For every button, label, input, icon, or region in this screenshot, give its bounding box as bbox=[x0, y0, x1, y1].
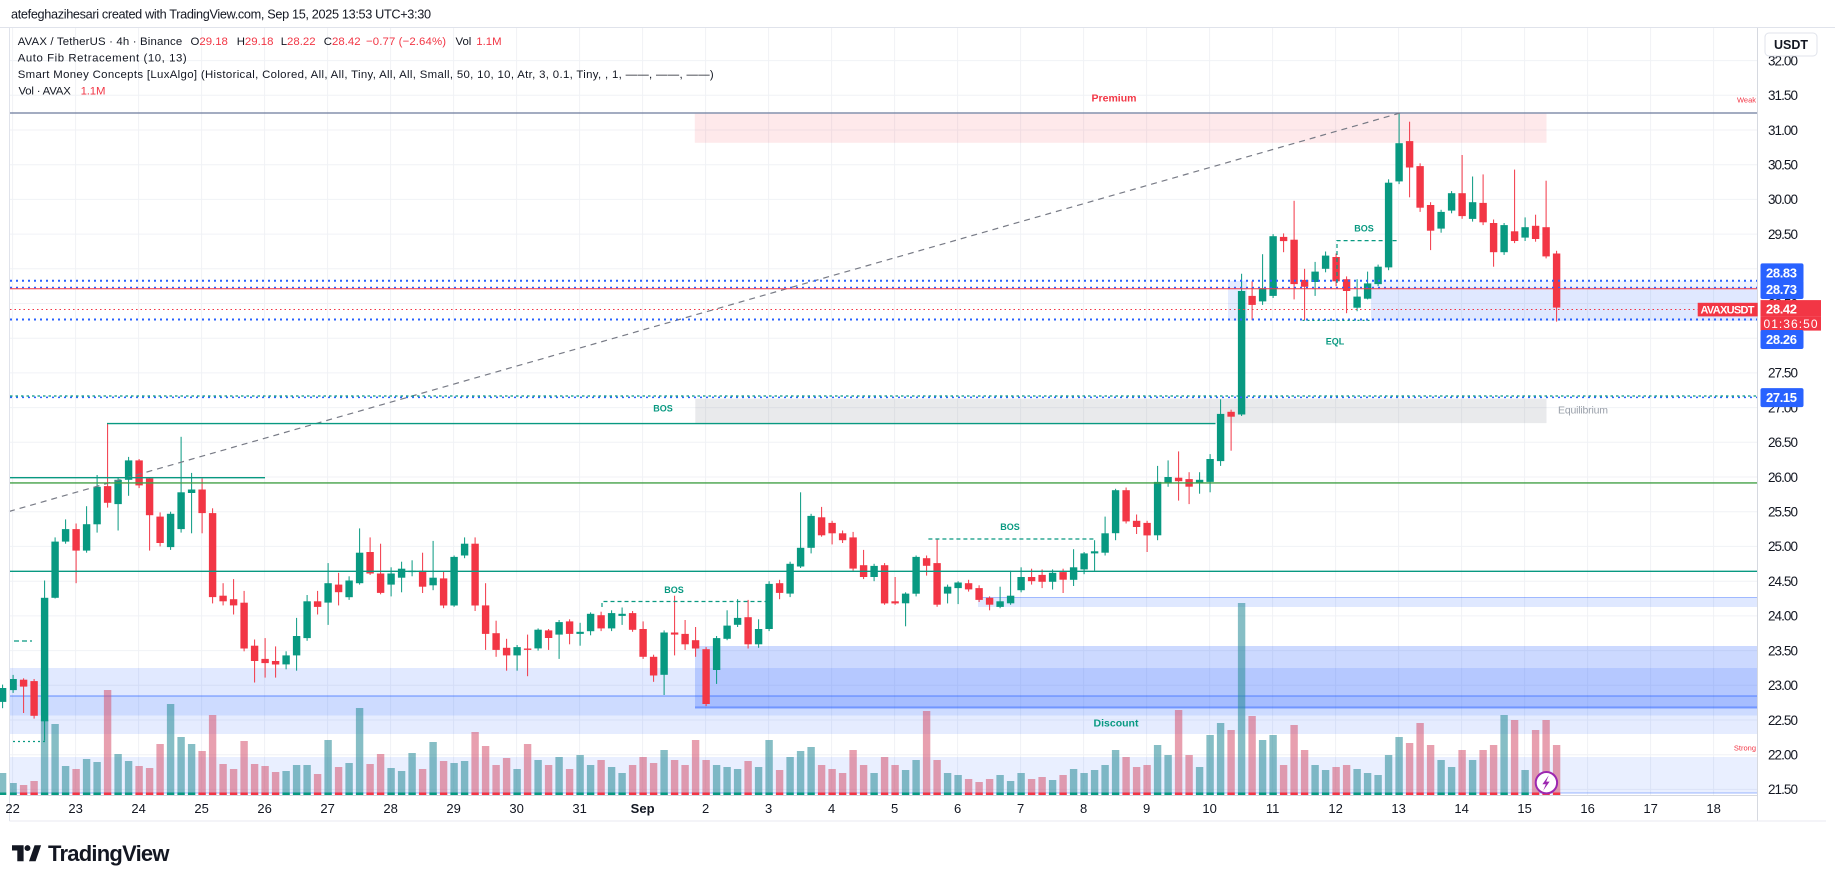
svg-text:7: 7 bbox=[1017, 801, 1024, 816]
svg-text:28.26: 28.26 bbox=[1766, 332, 1797, 347]
svg-text:23.00: 23.00 bbox=[1768, 678, 1798, 693]
svg-text:31: 31 bbox=[572, 801, 586, 816]
svg-text:18: 18 bbox=[1706, 801, 1720, 816]
svg-text:29: 29 bbox=[446, 801, 460, 816]
svg-text:EQL: EQL bbox=[1326, 337, 1345, 347]
svg-text:2: 2 bbox=[702, 801, 709, 816]
svg-text:27: 27 bbox=[320, 801, 334, 816]
svg-text:9: 9 bbox=[1143, 801, 1150, 816]
svg-text:23.50: 23.50 bbox=[1768, 643, 1798, 658]
svg-text:26.50: 26.50 bbox=[1768, 435, 1798, 450]
svg-text:31.50: 31.50 bbox=[1768, 88, 1798, 103]
svg-text:13: 13 bbox=[1391, 801, 1405, 816]
svg-text:AVAX / TetherUS · 4h · Binance: AVAX / TetherUS · 4h · Binance bbox=[18, 36, 183, 48]
svg-text:TradingView: TradingView bbox=[48, 841, 170, 866]
svg-text:01:36:50: 01:36:50 bbox=[1764, 317, 1818, 331]
svg-text:O29.18: O29.18 bbox=[191, 36, 228, 48]
svg-text:BOS: BOS bbox=[653, 404, 673, 414]
svg-text:23: 23 bbox=[68, 801, 82, 816]
svg-text:BOS: BOS bbox=[1000, 522, 1020, 532]
svg-text:28.83: 28.83 bbox=[1766, 266, 1797, 281]
svg-text:30: 30 bbox=[509, 801, 523, 816]
svg-text:Weak: Weak bbox=[1737, 96, 1756, 105]
svg-text:31.00: 31.00 bbox=[1768, 123, 1798, 138]
svg-text:Vol · AVAX: Vol · AVAX bbox=[19, 86, 72, 98]
svg-text:Sep: Sep bbox=[631, 801, 655, 816]
svg-text:C28.42: C28.42 bbox=[324, 36, 361, 48]
svg-text:Vol: Vol bbox=[456, 36, 472, 48]
svg-text:Discount: Discount bbox=[1094, 718, 1139, 730]
svg-text:28: 28 bbox=[383, 801, 397, 816]
svg-text:24.00: 24.00 bbox=[1768, 609, 1798, 624]
svg-text:5: 5 bbox=[891, 801, 898, 816]
svg-text:L28.22: L28.22 bbox=[281, 36, 316, 48]
svg-text:3: 3 bbox=[765, 801, 772, 816]
svg-text:14: 14 bbox=[1454, 801, 1468, 816]
svg-text:22: 22 bbox=[5, 801, 19, 816]
svg-text:atefeghazihesari created with: atefeghazihesari created with TradingVie… bbox=[11, 8, 431, 22]
svg-text:BOS: BOS bbox=[1354, 224, 1374, 234]
svg-text:Auto Fib Retracement (10, 13): Auto Fib Retracement (10, 13) bbox=[18, 53, 187, 65]
svg-text:Smart Money Concepts [LuxAlgo]: Smart Money Concepts [LuxAlgo] (Historic… bbox=[18, 69, 714, 81]
svg-text:1.1M: 1.1M bbox=[476, 36, 501, 48]
svg-text:25.00: 25.00 bbox=[1768, 539, 1798, 554]
svg-text:16: 16 bbox=[1580, 801, 1594, 816]
svg-text:Equilibrium: Equilibrium bbox=[1558, 405, 1608, 417]
svg-text:10: 10 bbox=[1202, 801, 1216, 816]
svg-text:1.1M: 1.1M bbox=[81, 86, 106, 98]
svg-text:4: 4 bbox=[828, 801, 835, 816]
svg-text:−0.77 (−2.64%): −0.77 (−2.64%) bbox=[366, 36, 446, 48]
svg-text:28.42: 28.42 bbox=[1766, 301, 1797, 316]
svg-text:30.00: 30.00 bbox=[1768, 192, 1798, 207]
svg-text:26: 26 bbox=[257, 801, 271, 816]
svg-text:22.00: 22.00 bbox=[1768, 748, 1798, 763]
svg-text:25.50: 25.50 bbox=[1768, 505, 1798, 520]
svg-text:24: 24 bbox=[131, 801, 145, 816]
svg-text:32.00: 32.00 bbox=[1768, 53, 1798, 68]
svg-text:28.73: 28.73 bbox=[1766, 282, 1797, 297]
svg-text:6: 6 bbox=[954, 801, 961, 816]
svg-text:22.50: 22.50 bbox=[1768, 713, 1798, 728]
svg-text:25: 25 bbox=[194, 801, 208, 816]
svg-text:8: 8 bbox=[1080, 801, 1087, 816]
svg-text:12: 12 bbox=[1328, 801, 1342, 816]
svg-text:24.50: 24.50 bbox=[1768, 574, 1798, 589]
svg-text:30.50: 30.50 bbox=[1768, 158, 1798, 173]
svg-text:21.50: 21.50 bbox=[1768, 782, 1798, 797]
svg-text:27.15: 27.15 bbox=[1766, 390, 1797, 405]
svg-text:29.50: 29.50 bbox=[1768, 227, 1798, 242]
svg-text:26.00: 26.00 bbox=[1768, 470, 1798, 485]
svg-text:17: 17 bbox=[1643, 801, 1657, 816]
svg-text:15: 15 bbox=[1517, 801, 1531, 816]
svg-text:USDT: USDT bbox=[1774, 38, 1808, 52]
svg-text:Strong: Strong bbox=[1734, 744, 1756, 753]
svg-text:27.50: 27.50 bbox=[1768, 366, 1798, 381]
svg-text:H29.18: H29.18 bbox=[237, 36, 274, 48]
svg-text:Premium: Premium bbox=[1092, 93, 1137, 105]
svg-text:11: 11 bbox=[1266, 801, 1280, 816]
svg-text:BOS: BOS bbox=[664, 585, 684, 595]
svg-text:AVAXUSDT: AVAXUSDT bbox=[1701, 305, 1755, 317]
